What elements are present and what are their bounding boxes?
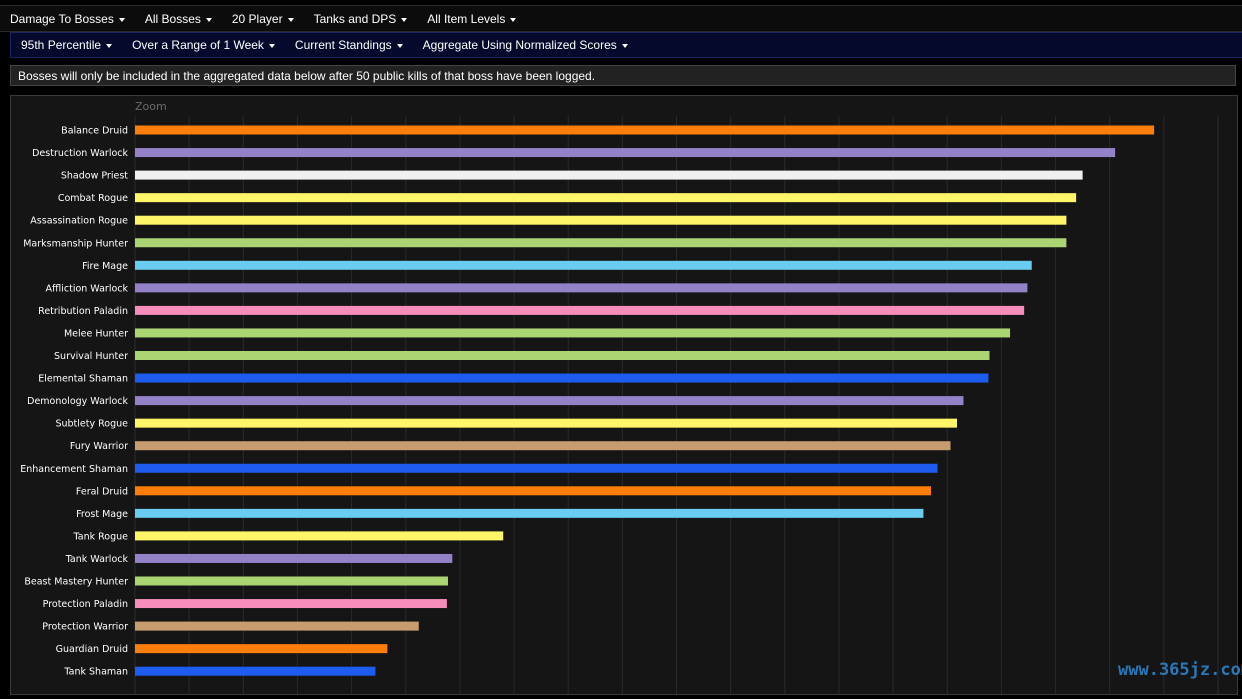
bar-affliction-warlock[interactable] bbox=[135, 283, 1028, 293]
bar-tank-shaman[interactable] bbox=[135, 666, 376, 676]
category-label: Frost Mage bbox=[76, 509, 128, 520]
caret-down-icon bbox=[118, 17, 125, 22]
bar-protection-paladin[interactable] bbox=[135, 599, 447, 609]
notice-banner: Bosses will only be included in the aggr… bbox=[10, 65, 1236, 86]
category-label: Fire Mage bbox=[82, 261, 128, 272]
caret-down-icon bbox=[106, 44, 113, 48]
bar-tank-warlock[interactable] bbox=[135, 553, 453, 563]
bar-elemental-shaman[interactable] bbox=[135, 373, 989, 383]
bar-assassination-rogue[interactable] bbox=[135, 215, 1067, 225]
metric-dropdown[interactable]: Damage To Bosses bbox=[0, 6, 135, 31]
boss-dropdown[interactable]: All Bosses bbox=[135, 6, 222, 31]
bar-tank-rogue[interactable] bbox=[135, 531, 504, 541]
category-label: Tank Shaman bbox=[63, 667, 128, 678]
time-range-dropdown[interactable]: Over a Range of 1 Week bbox=[122, 33, 285, 57]
secondary-filter-bar: 95th Percentile Over a Range of 1 Week C… bbox=[10, 32, 1242, 58]
bars-group bbox=[135, 125, 1155, 676]
class-rankings-chart: Zoom Balance Druid Destruction Warlock Sha… bbox=[20, 100, 1219, 694]
bar-destruction-warlock[interactable] bbox=[135, 148, 1116, 158]
caret-down-icon bbox=[396, 44, 403, 48]
category-label: Melee Hunter bbox=[64, 328, 128, 339]
bar-enhancement-shaman[interactable] bbox=[135, 463, 938, 473]
watermark: www.365jz.com bbox=[1118, 660, 1242, 680]
item-level-dropdown[interactable]: All Item Levels bbox=[417, 6, 526, 31]
category-labels: Balance Druid Destruction Warlock Shadow P… bbox=[20, 126, 128, 678]
notice-text: Bosses will only be included in the aggr… bbox=[18, 68, 596, 83]
standings-dropdown[interactable]: Current Standings bbox=[285, 33, 413, 57]
category-label: Demonology Warlock bbox=[27, 396, 128, 407]
filter-menu-bar: Damage To Bosses All Bosses 20 Player Ta… bbox=[0, 5, 1242, 32]
caret-down-icon bbox=[401, 17, 408, 22]
category-label: Survival Hunter bbox=[54, 351, 128, 362]
raid-size-dropdown[interactable]: 20 Player bbox=[222, 6, 304, 31]
category-label: Balance Druid bbox=[61, 126, 128, 137]
bar-beast-mastery-hunter[interactable] bbox=[135, 576, 448, 586]
category-label: Assassination Rogue bbox=[30, 216, 128, 227]
category-label: Beast Mastery Hunter bbox=[24, 577, 128, 588]
caret-down-icon bbox=[268, 44, 275, 48]
category-label: Feral Druid bbox=[76, 486, 128, 497]
role-dropdown[interactable]: Tanks and DPS bbox=[304, 6, 418, 31]
caret-down-icon bbox=[621, 44, 628, 48]
caret-down-icon bbox=[287, 17, 294, 22]
category-label: Affliction Warlock bbox=[46, 283, 129, 294]
category-label: Combat Rogue bbox=[58, 193, 128, 204]
role-dropdown-label: Tanks and DPS bbox=[313, 11, 397, 26]
bar-fury-warrior[interactable] bbox=[135, 441, 951, 451]
standings-dropdown-label: Current Standings bbox=[294, 38, 392, 52]
category-label: Marksmanship Hunter bbox=[23, 238, 128, 249]
bar-guardian-druid[interactable] bbox=[135, 644, 388, 654]
aggregate-dropdown[interactable]: Aggregate Using Normalized Scores bbox=[413, 33, 638, 57]
bar-balance-druid[interactable] bbox=[135, 125, 1155, 135]
percentile-dropdown[interactable]: 95th Percentile bbox=[11, 33, 122, 57]
raid-size-dropdown-label: 20 Player bbox=[231, 11, 283, 26]
aggregate-dropdown-label: Aggregate Using Normalized Scores bbox=[422, 38, 617, 52]
category-label: Tank Rogue bbox=[73, 531, 129, 542]
category-label: Shadow Priest bbox=[61, 171, 128, 182]
category-label: Protection Paladin bbox=[43, 599, 128, 610]
boss-dropdown-label: All Bosses bbox=[144, 11, 201, 26]
caret-down-icon bbox=[510, 17, 517, 22]
category-label: Enhancement Shaman bbox=[20, 464, 128, 475]
chart-panel: Zoom Balance Druid Destruction Warlock Sha… bbox=[10, 95, 1238, 695]
time-range-dropdown-label: Over a Range of 1 Week bbox=[132, 38, 264, 52]
bar-demonology-warlock[interactable] bbox=[135, 396, 964, 406]
metric-dropdown-label: Damage To Bosses bbox=[10, 11, 114, 26]
category-label: Tank Warlock bbox=[65, 554, 129, 565]
percentile-dropdown-label: 95th Percentile bbox=[21, 38, 102, 52]
bar-feral-druid[interactable] bbox=[135, 486, 932, 496]
bar-survival-hunter[interactable] bbox=[135, 351, 990, 360]
category-label: Protection Warrior bbox=[42, 622, 128, 633]
bar-shadow-priest[interactable] bbox=[135, 170, 1083, 180]
item-level-dropdown-label: All Item Levels bbox=[427, 11, 506, 26]
category-label: Retribution Paladin bbox=[38, 306, 128, 317]
bar-retribution-paladin[interactable] bbox=[135, 305, 1025, 315]
caret-down-icon bbox=[205, 17, 212, 22]
bar-frost-mage[interactable] bbox=[135, 508, 924, 518]
category-label: Elemental Shaman bbox=[38, 374, 128, 385]
bar-fire-mage[interactable] bbox=[135, 260, 1032, 270]
bar-protection-warrior[interactable] bbox=[135, 621, 419, 631]
bar-combat-rogue[interactable] bbox=[135, 193, 1077, 203]
bar-melee-hunter[interactable] bbox=[135, 328, 1011, 338]
bar-subtlety-rogue[interactable] bbox=[135, 418, 957, 428]
bar-marksmanship-hunter[interactable] bbox=[135, 238, 1067, 248]
category-label: Destruction Warlock bbox=[32, 148, 128, 159]
zoom-button[interactable]: Zoom bbox=[135, 100, 167, 113]
category-label: Fury Warrior bbox=[70, 441, 128, 452]
category-label: Guardian Druid bbox=[56, 644, 128, 655]
category-label: Subtlety Rogue bbox=[55, 419, 128, 430]
